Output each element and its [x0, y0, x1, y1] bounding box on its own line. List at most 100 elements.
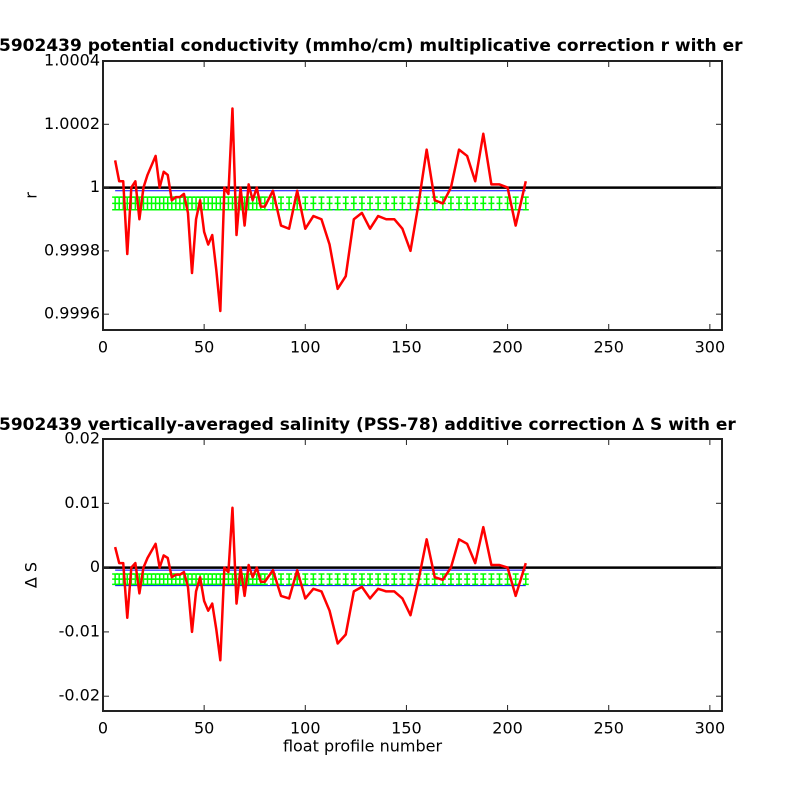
error-marker	[225, 573, 232, 586]
error-marker	[164, 196, 171, 211]
error-marker	[116, 573, 123, 586]
error-marker	[310, 573, 317, 586]
error-marker	[201, 196, 208, 211]
error-marker	[350, 196, 357, 211]
error-marker	[160, 573, 167, 586]
x-tick-label: 200	[492, 719, 523, 738]
error-marker	[241, 573, 248, 586]
error-marker	[447, 573, 454, 586]
error-marker	[132, 573, 139, 586]
error-marker	[488, 196, 495, 211]
error-marker	[480, 573, 487, 586]
error-marker	[278, 573, 285, 586]
y-axis-label: r	[22, 192, 41, 199]
error-marker	[229, 196, 236, 211]
y-tick-label: 0.9998	[44, 240, 100, 259]
x-tick-label: 300	[695, 719, 726, 738]
error-marker	[217, 196, 224, 211]
error-marker	[358, 573, 365, 586]
error-marker	[334, 196, 341, 211]
error-marker	[152, 573, 159, 586]
error-marker	[201, 573, 208, 586]
error-marker	[522, 573, 529, 586]
error-marker	[112, 573, 119, 586]
error-marker	[399, 196, 406, 211]
error-marker	[383, 196, 390, 211]
error-marker	[391, 573, 398, 586]
error-marker	[391, 196, 398, 211]
error-marker	[144, 196, 151, 211]
y-tick-label: 0.01	[64, 493, 100, 512]
error-marker	[342, 196, 349, 211]
error-marker	[148, 196, 155, 211]
error-marker	[456, 573, 463, 586]
error-marker	[269, 196, 276, 211]
error-marker	[310, 196, 317, 211]
error-marker	[241, 196, 248, 211]
error-marker	[209, 573, 216, 586]
error-marker	[132, 196, 139, 211]
error-marker	[253, 196, 260, 211]
error-marker	[302, 196, 309, 211]
error-marker	[407, 196, 414, 211]
error-marker	[184, 196, 191, 211]
chart-title: 5902439 potential conductivity (mmho/cm)…	[0, 36, 743, 56]
error-marker	[512, 196, 519, 211]
error-marker	[124, 573, 131, 586]
error-marker	[522, 196, 529, 211]
error-marker	[189, 196, 196, 211]
error-marker	[399, 573, 406, 586]
error-marker	[375, 573, 382, 586]
error-marker	[342, 573, 349, 586]
error-marker	[213, 573, 220, 586]
error-marker	[156, 573, 163, 586]
error-marker	[488, 573, 495, 586]
error-marker	[375, 196, 382, 211]
error-marker	[472, 196, 479, 211]
x-tick-label: 50	[194, 719, 214, 738]
y-tick-label: 1	[90, 177, 100, 196]
y-tick-label: 0	[90, 557, 100, 576]
error-marker	[112, 196, 119, 211]
error-marker	[144, 573, 151, 586]
chart-title: 5902439 vertically-averaged salinity (PS…	[0, 415, 736, 435]
error-marker	[358, 196, 365, 211]
error-marker	[334, 573, 341, 586]
error-marker	[229, 573, 236, 586]
x-axis-label: float profile number	[283, 737, 443, 756]
error-marker	[189, 573, 196, 586]
error-marker	[302, 573, 309, 586]
error-marker	[286, 573, 293, 586]
axes-box	[102, 60, 723, 331]
error-marker	[318, 196, 325, 211]
error-marker	[164, 573, 171, 586]
error-marker	[423, 196, 430, 211]
error-marker	[148, 573, 155, 586]
error-marker	[350, 573, 357, 586]
error-marker	[217, 573, 224, 586]
error-marker	[464, 573, 471, 586]
error-marker	[294, 196, 301, 211]
error-marker	[423, 573, 430, 586]
y-tick-label: 0.02	[64, 429, 100, 448]
error-marker	[326, 573, 333, 586]
error-marker	[136, 573, 143, 586]
error-marker	[160, 196, 167, 211]
y-tick-label: 1.0002	[44, 114, 100, 133]
error-marker	[496, 196, 503, 211]
error-marker	[152, 196, 159, 211]
y-tick-label: 0.9996	[44, 304, 100, 323]
error-marker	[116, 196, 123, 211]
error-marker	[326, 196, 333, 211]
x-tick-label: 100	[290, 719, 321, 738]
error-marker	[205, 196, 212, 211]
error-marker	[367, 573, 374, 586]
x-tick-label: 250	[593, 719, 624, 738]
error-marker	[213, 196, 220, 211]
error-marker	[318, 573, 325, 586]
x-tick-label: 250	[593, 338, 624, 357]
x-tick-label: 200	[492, 338, 523, 357]
y-tick-label: 1.0004	[44, 51, 100, 70]
